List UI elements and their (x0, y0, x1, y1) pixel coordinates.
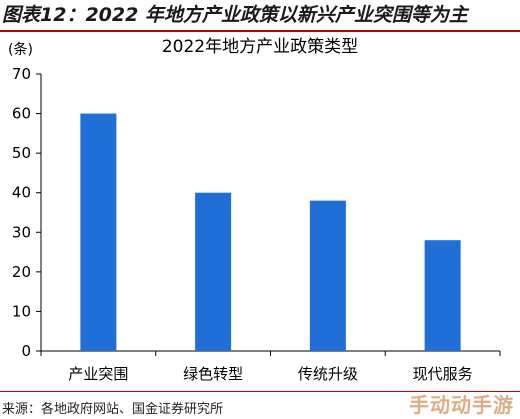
y-tick-label: 20 (12, 263, 31, 281)
source-note: 来源：各地政府网站、国金证券研究所 (2, 402, 224, 417)
bar (80, 113, 117, 351)
bar (309, 200, 346, 351)
bar (195, 192, 232, 351)
figure-title: 图表12：2022 年地方产业政策以新兴产业突围等为主 (2, 4, 468, 26)
chart-title: 2022年地方产业政策类型 (162, 37, 358, 57)
y-tick-label: 60 (12, 105, 31, 123)
y-tick-labels: 0 10 20 30 40 50 60 70 (12, 65, 31, 360)
y-tick-label: 0 (21, 342, 31, 360)
y-tick-label: 40 (12, 184, 31, 202)
x-category-labels: 产业突围 绿色转型 传统升级 现代服务 (68, 365, 472, 383)
y-tick-label: 10 (12, 302, 31, 320)
y-tick-label: 30 (12, 223, 31, 241)
source-rule (0, 391, 520, 392)
bar-chart: (条) 2022年地方产业政策类型 0 10 20 30 40 50 60 70 产业突围 绿色… (8, 37, 501, 383)
x-category-label: 产业突围 (68, 365, 128, 383)
y-tick-label: 50 (12, 144, 31, 162)
y-tick-label: 70 (12, 65, 31, 83)
watermark-logo: 手动动手游 (409, 393, 514, 417)
x-category-label: 现代服务 (413, 365, 473, 383)
x-category-label: 传统升级 (298, 365, 358, 383)
axes (36, 73, 501, 356)
x-category-label: 绿色转型 (183, 365, 243, 383)
bars (80, 113, 461, 351)
title-rule (0, 30, 520, 32)
y-unit-label: (条) (8, 41, 33, 58)
bar (424, 240, 461, 351)
